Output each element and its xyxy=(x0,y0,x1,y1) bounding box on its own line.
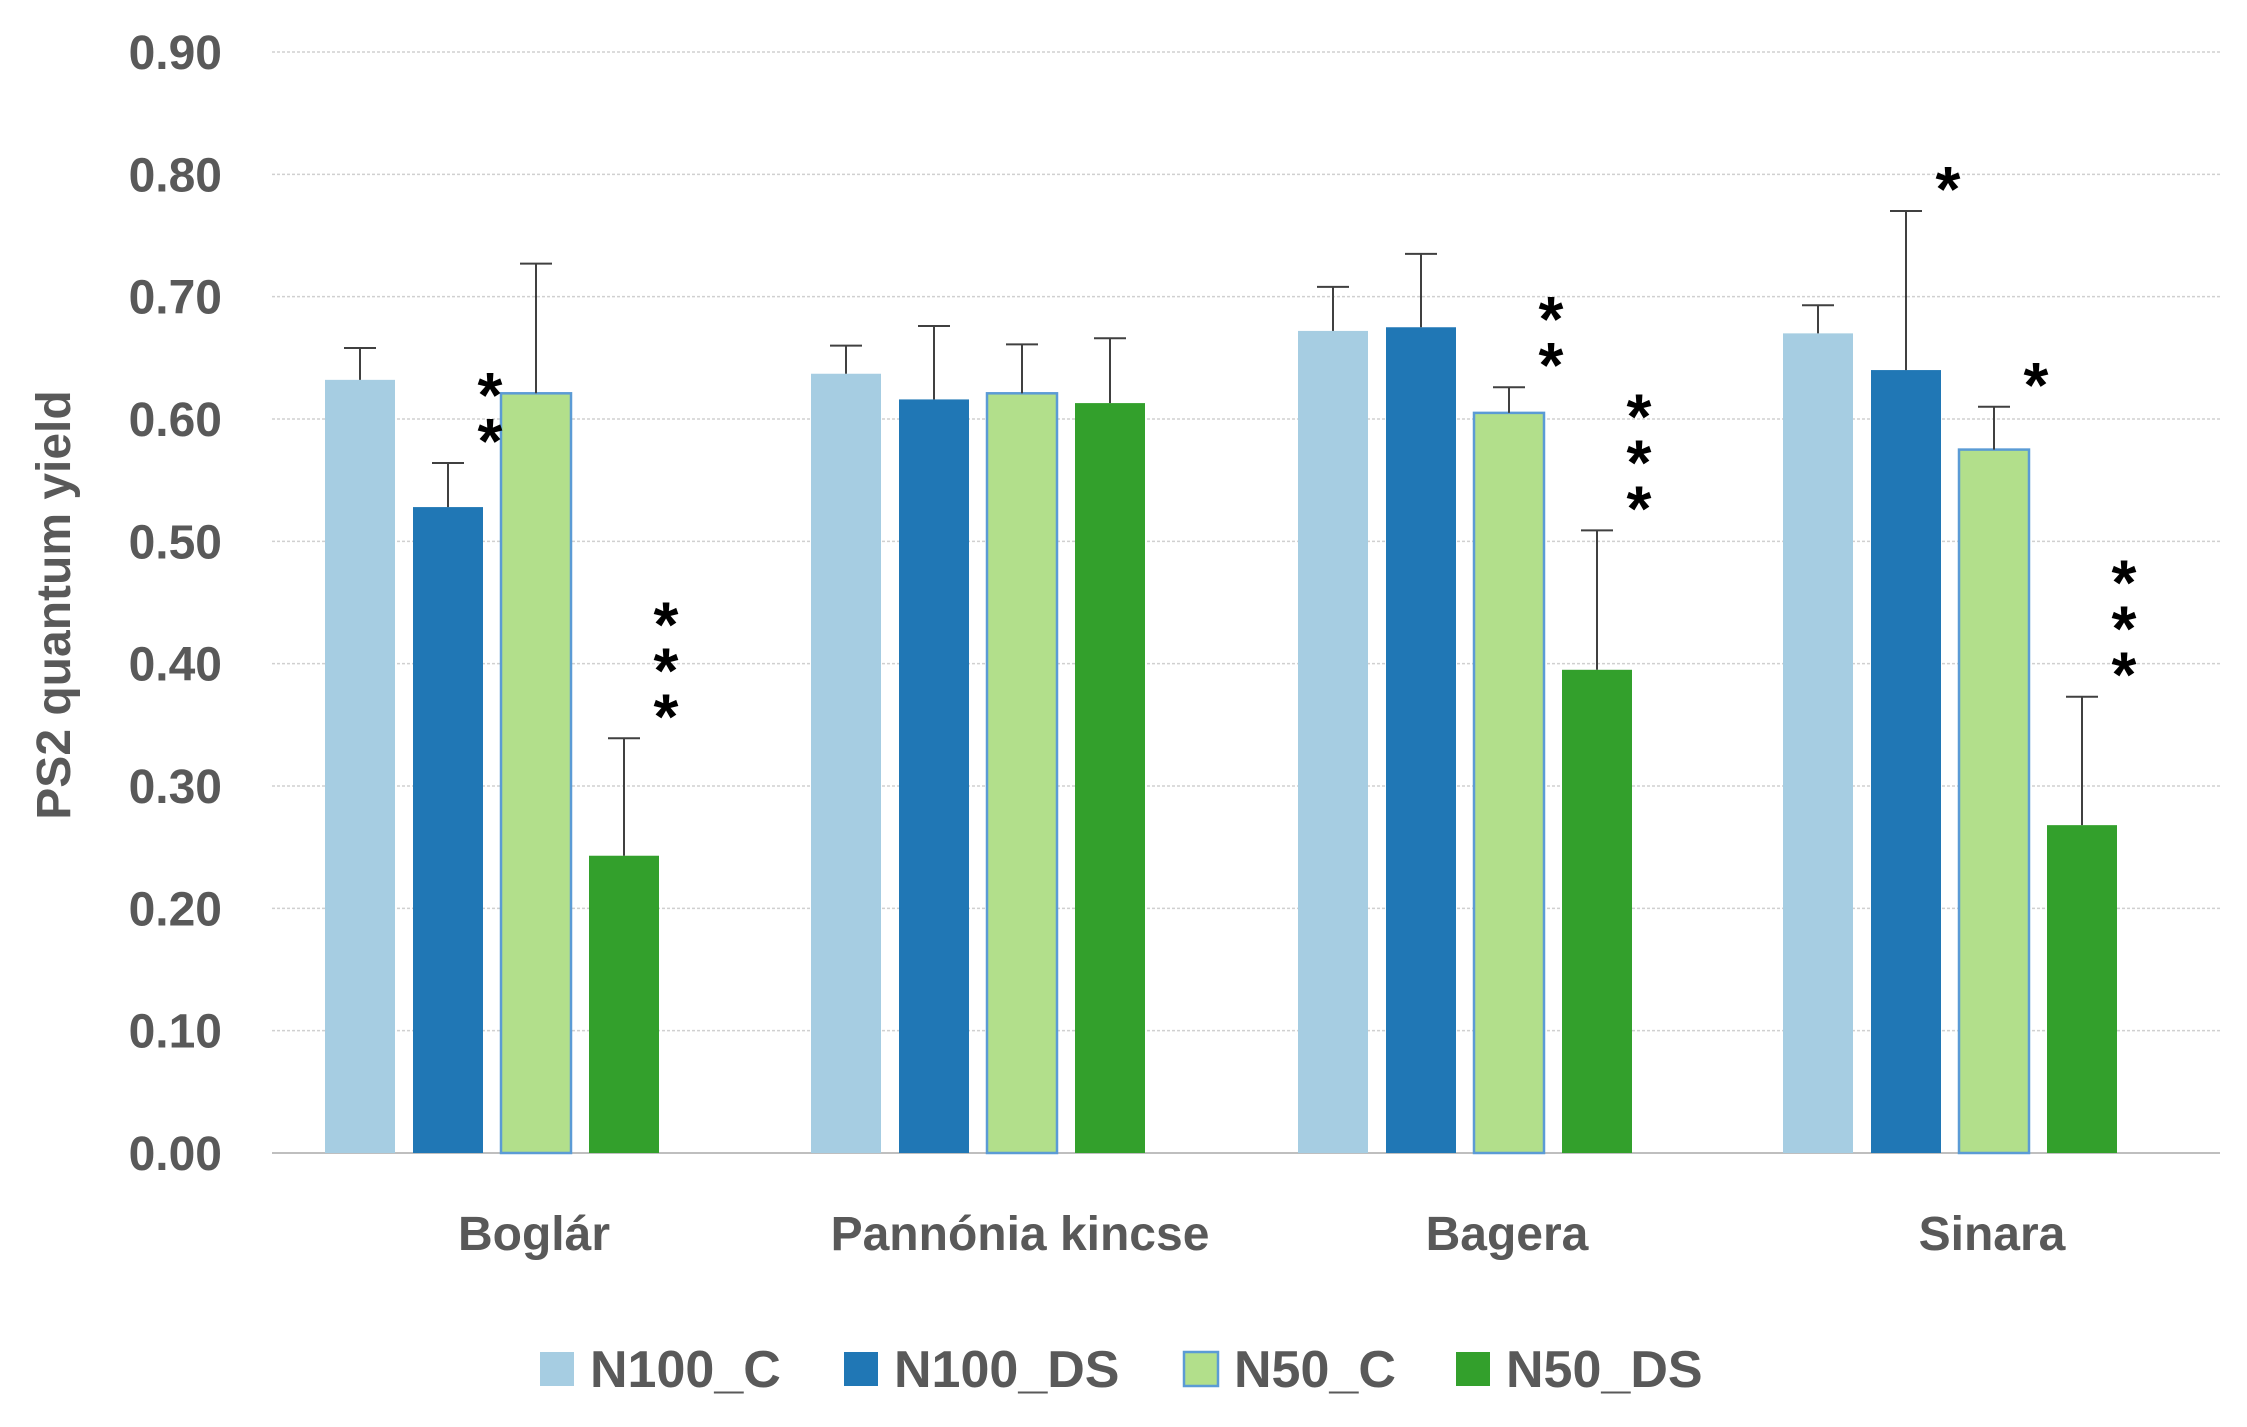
significance-star: * xyxy=(2112,593,2137,665)
significance-star: * xyxy=(1936,153,1961,225)
bar-n50-c xyxy=(1957,448,2031,1155)
bars xyxy=(325,327,2117,1155)
legend: N100_C N100_DS N50_C N50_DS xyxy=(540,1341,1703,1399)
bar-n50-ds xyxy=(2047,825,2117,1153)
significance-star: * xyxy=(2024,349,2049,421)
legend-label: N100_DS xyxy=(894,1341,1119,1399)
bar-n50-c xyxy=(499,392,573,1155)
y-tick-label: 0.00 xyxy=(129,1128,222,1181)
bar-n100-c xyxy=(811,373,881,1153)
x-category-label: Pannónia kincse xyxy=(831,1208,1210,1261)
legend-swatch xyxy=(1182,1350,1220,1388)
legend-swatch xyxy=(1456,1352,1490,1386)
bar-n100-c xyxy=(1783,333,1853,1153)
bar-n100-ds xyxy=(899,399,969,1154)
significance-star: * xyxy=(1539,329,1564,401)
error-bars xyxy=(344,210,2098,856)
significance-star: * xyxy=(478,359,503,431)
legend-swatch xyxy=(540,1352,574,1386)
y-tick-label: 0.10 xyxy=(129,1006,222,1059)
y-tick-label: 0.60 xyxy=(129,394,222,447)
x-axis-categories: Boglár Pannónia kincse Bagera Sinara xyxy=(458,1208,2066,1261)
significance-star: * xyxy=(478,405,503,477)
bar-n100-c xyxy=(1298,330,1368,1153)
bar-n100-c xyxy=(325,379,395,1153)
significance-star: * xyxy=(654,634,679,706)
y-axis-ticks: 0.00 0.10 0.20 0.30 0.40 0.50 0.60 0.70 0.80 0.90 xyxy=(129,27,222,1181)
bar-n100-ds xyxy=(1386,327,1456,1153)
bar-n100-ds xyxy=(413,507,483,1154)
legend-label: N50_DS xyxy=(1506,1341,1703,1399)
significance-star: * xyxy=(1627,380,1652,452)
y-tick-label: 0.50 xyxy=(129,516,222,569)
significance-star: * xyxy=(1627,472,1652,544)
legend-swatch xyxy=(844,1352,878,1386)
significance-star: * xyxy=(2112,547,2137,619)
legend-label: N50_C xyxy=(1234,1341,1396,1399)
significance-star: * xyxy=(2112,639,2137,711)
x-category-label: Boglár xyxy=(458,1208,610,1261)
y-tick-label: 0.80 xyxy=(129,149,222,202)
x-category-label: Bagera xyxy=(1426,1208,1589,1261)
bar-n50-c xyxy=(985,392,1059,1155)
y-tick-label: 0.90 xyxy=(129,27,222,80)
significance-star: * xyxy=(654,588,679,660)
bar-n50-ds xyxy=(589,855,659,1153)
significance-star: * xyxy=(1627,426,1652,498)
significance-star: * xyxy=(1539,283,1564,355)
bar-n50-ds xyxy=(1562,669,1632,1153)
y-tick-label: 0.70 xyxy=(129,272,222,325)
bar-n50-ds xyxy=(1075,403,1145,1153)
y-axis-title: PS2 quantum yield xyxy=(28,390,81,819)
x-category-label: Sinara xyxy=(1919,1208,2066,1261)
y-tick-label: 0.40 xyxy=(129,639,222,692)
bar-n100-ds xyxy=(1871,370,1941,1154)
legend-label: N100_C xyxy=(590,1341,781,1399)
bar-n50-c xyxy=(1472,411,1546,1155)
y-tick-label: 0.20 xyxy=(129,883,222,936)
significance-star: * xyxy=(654,680,679,752)
y-tick-label: 0.30 xyxy=(129,761,222,814)
significance-markers: ***** ********** xyxy=(478,153,2137,752)
